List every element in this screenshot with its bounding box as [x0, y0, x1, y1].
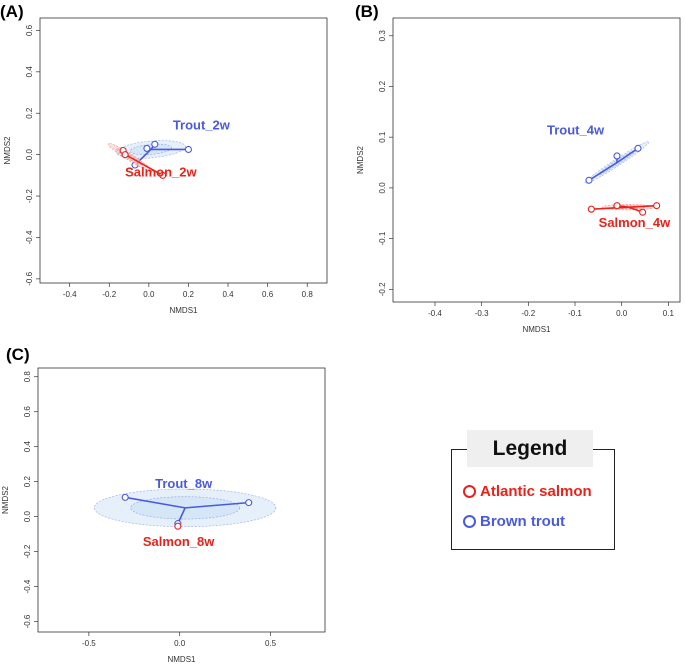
panel-b-trout-point — [585, 176, 593, 184]
panel-a-xtick-label: 0.6 — [262, 290, 274, 299]
panel-c-ylabel: NMDS2 — [1, 485, 10, 514]
panel-a-trout-point — [184, 145, 192, 154]
panel-c-xlabel: NMDS1 — [167, 655, 196, 664]
panel-b-xtick-label: 0.1 — [663, 309, 675, 318]
panel-c-salmon-point — [174, 522, 182, 530]
panel-a-xtick-label: -0.2 — [102, 290, 116, 299]
panel-c-ytick-label: -0.6 — [23, 614, 32, 628]
panel-c-trout-label: Trout_8w — [155, 476, 213, 491]
panel-b-ylabel: NMDS2 — [356, 145, 365, 174]
panel-c-trout-spider — [185, 501, 249, 509]
panel-b-xtick-label: -0.2 — [521, 309, 535, 318]
panel-b-ytick-label: -0.2 — [378, 282, 387, 296]
panel-c-ytick-label: 0.2 — [23, 476, 32, 488]
panel-a-salmon-label: Salmon_2w — [125, 165, 197, 180]
panel-label-c: (C) — [6, 345, 30, 364]
panel-c-salmon-label: Salmon_8w — [143, 534, 215, 549]
panel-b-xtick-label: -0.1 — [568, 309, 582, 318]
panel-a-ylabel: NMDS2 — [3, 136, 12, 165]
panel-a-ytick-label: 0.4 — [25, 66, 34, 78]
panel-c-ytick-label: 0.8 — [23, 371, 32, 383]
panel-a-xtick-label: 0.0 — [143, 290, 155, 299]
legend-title: Legend — [467, 430, 593, 467]
panel-label-a: (A) — [0, 2, 24, 21]
panel-c-frame — [37, 367, 326, 633]
panel-b-ytick-label: 0.2 — [378, 80, 387, 92]
panel-c-ytick-label: 0.6 — [23, 406, 32, 418]
panel-a-salmon-point — [121, 151, 129, 159]
legend-salmon-marker-icon — [463, 485, 476, 498]
panel-c-xtick-label: 0.0 — [174, 639, 186, 648]
panel-b-ytick-label: 0.1 — [378, 131, 387, 143]
panel-label-b: (B) — [355, 2, 379, 21]
panel-b-ytick-label: 0.0 — [378, 182, 387, 194]
legend-trout-marker-icon — [463, 515, 476, 528]
panel-a-plot: -0.4 -0.2 0.0 0.2 0.4 0.6 0.8 -0.6 -0.4 -0.2 0.0 0.… — [3, 17, 328, 315]
panel-a-xtick-label: 0.4 — [222, 290, 234, 299]
panel-b-xtick-label: -0.3 — [475, 309, 489, 318]
panel-b-trout-label: Trout_4w — [547, 123, 605, 138]
panel-c-ytick-label: 0.4 — [23, 441, 32, 453]
panel-b-ytick-label: -0.1 — [378, 231, 387, 245]
panel-a-ytick-label: 0.6 — [25, 24, 34, 36]
panel-a-xlabel: NMDS1 — [169, 306, 198, 315]
panel-a-ytick-label: -0.2 — [25, 189, 34, 203]
panel-b-trout-spider — [616, 147, 639, 164]
panel-a-salmon-point — [159, 171, 167, 179]
panel-a-ytick-label: 0.2 — [25, 107, 34, 119]
panel-a-frame — [39, 17, 328, 284]
panel-a-ytick-label: -0.6 — [25, 271, 34, 285]
panel-b-ytick-label: 0.3 — [378, 30, 387, 42]
panel-b-salmon-point — [587, 205, 595, 213]
panel-b-xtick-label: -0.4 — [428, 309, 442, 318]
legend-label-trout: Brown trout — [480, 513, 565, 530]
panel-b-xtick-label: 0.0 — [616, 309, 628, 318]
panel-a-xtick-label: -0.4 — [63, 290, 77, 299]
legend-item-trout: Brown trout — [463, 513, 565, 530]
panel-b-salmon-label: Salmon_4w — [599, 215, 671, 230]
panel-b-xlabel: NMDS1 — [522, 325, 551, 334]
panel-c-xtick-label: -0.5 — [82, 639, 96, 648]
panel-b-trout-point — [634, 144, 642, 152]
panel-c-ytick-label: -0.2 — [23, 544, 32, 558]
panel-b-plot: -0.4 -0.3 -0.2 -0.1 0.0 0.1 -0.2 -0.1 0.0 0.1 0.2 0… — [356, 17, 681, 334]
panel-a-trout-point — [143, 144, 151, 152]
legend-item-salmon: Atlantic salmon — [463, 483, 592, 500]
panel-a-trout-label: Trout_2w — [173, 117, 231, 132]
panel-b-salmon-point — [653, 202, 661, 210]
panel-c-ytick-label: -0.4 — [23, 579, 32, 593]
panel-c-trout-spider — [125, 496, 186, 509]
panel-a-trout-point — [151, 140, 159, 148]
panel-c-ytick-label: 0.0 — [23, 510, 32, 522]
panel-c-trout-point — [121, 493, 129, 501]
panel-b-trout-spider — [588, 161, 618, 181]
legend-label-salmon: Atlantic salmon — [480, 483, 592, 500]
panel-b-salmon-spider — [628, 204, 657, 208]
panel-c-plot: -0.5 0.0 0.5 -0.6 -0.4 -0.2 0.0 0.2 0.4 0.6 0.8 NMD… — [1, 367, 326, 664]
panel-b-salmon-point — [613, 202, 621, 210]
panel-b-salmon-point — [639, 208, 647, 216]
panel-b-salmon-spider — [591, 206, 629, 210]
panel-b-frame — [392, 17, 681, 303]
panel-a-salmon-spider — [128, 156, 164, 177]
panel-c-trout-point — [245, 499, 253, 507]
panel-c-xtick-label: 0.5 — [265, 639, 277, 648]
panel-a-ytick-label: -0.4 — [25, 230, 34, 244]
panel-a-xtick-label: 0.2 — [183, 290, 195, 299]
panel-a-xtick-label: 0.8 — [302, 290, 314, 299]
panel-a-ytick-label: 0.0 — [25, 149, 34, 161]
panel-b-trout-point — [613, 152, 621, 160]
